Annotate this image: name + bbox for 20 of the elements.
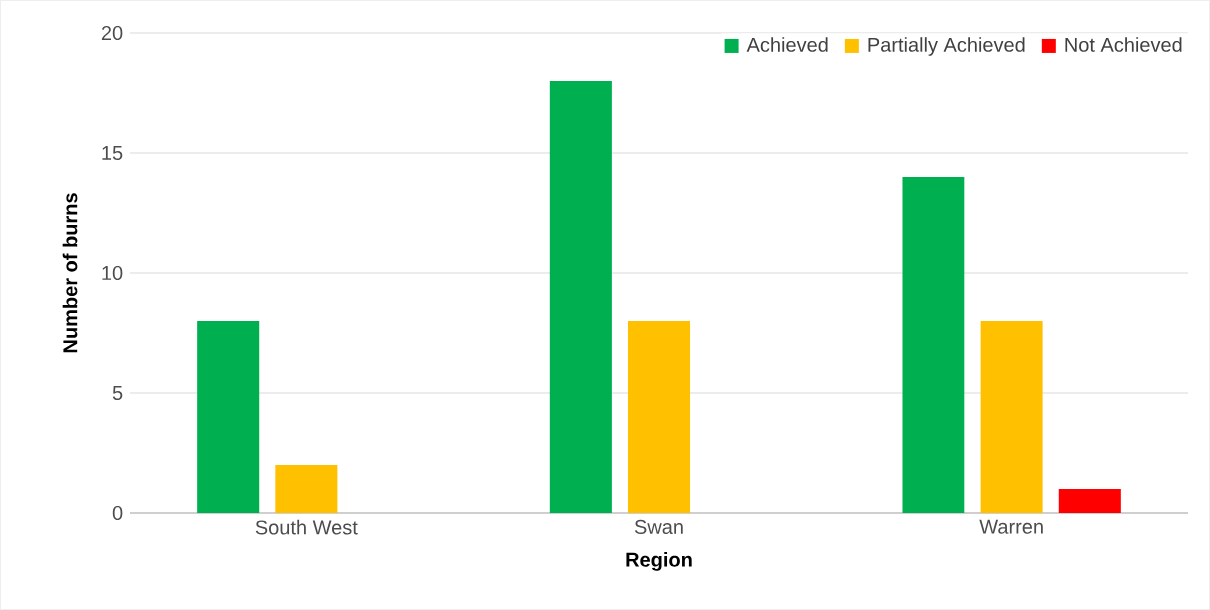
bar [275, 464, 338, 513]
y-tick-label: 0 [112, 505, 123, 521]
x-tick-label: Swan [634, 519, 683, 534]
y-tick-label: 10 [102, 265, 123, 281]
x-axis-title: Region [626, 552, 692, 571]
y-tick-label: 15 [102, 146, 123, 160]
legend-label: Not Achieved [1065, 37, 1182, 52]
x-tick-label: Warren [979, 519, 1043, 534]
legend-label: Achieved [746, 37, 828, 52]
bar [549, 80, 612, 513]
bar [1058, 488, 1121, 513]
bar [627, 320, 691, 513]
bar [902, 176, 965, 513]
x-tick-label: South West [255, 519, 358, 535]
y-axis-title: Number of burns [62, 193, 78, 353]
legend-label: Partially Achieved [868, 37, 1025, 56]
y-tick-label: 20 [101, 25, 123, 41]
bar [980, 320, 1043, 513]
y-tick-label: 5 [112, 386, 123, 400]
bar [197, 320, 260, 513]
